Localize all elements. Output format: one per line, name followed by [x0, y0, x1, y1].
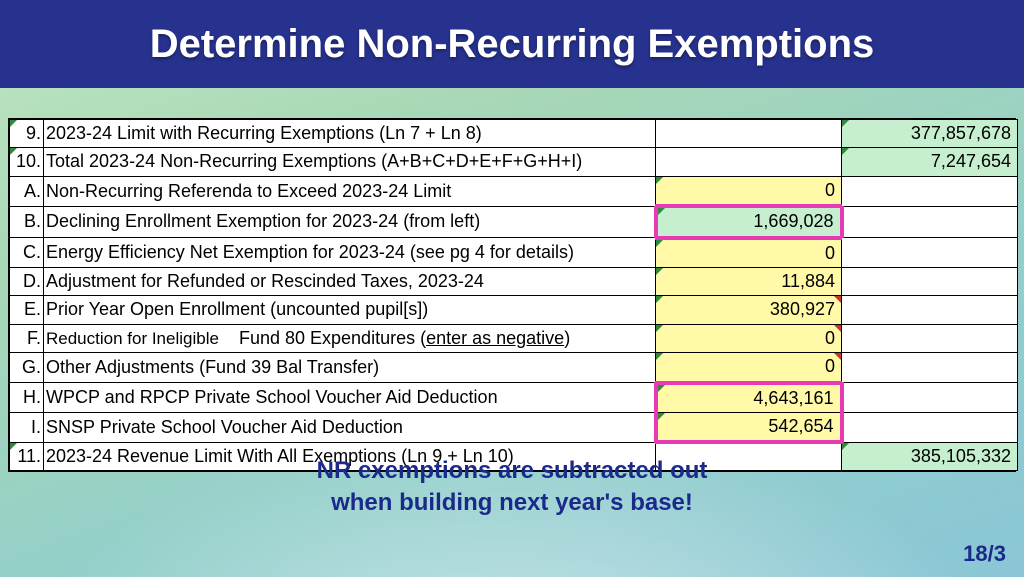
row-number: E. [10, 296, 44, 324]
row-val1: 0 [656, 353, 842, 383]
row-val2 [842, 176, 1018, 206]
slide: Determine Non-Recurring Exemptions 9. 20… [0, 0, 1024, 577]
row-desc: Adjustment for Refunded or Rescinded Tax… [44, 267, 656, 295]
row-desc: Prior Year Open Enrollment (uncounted pu… [44, 296, 656, 324]
table-row: H. WPCP and RPCP Private School Voucher … [10, 383, 1018, 413]
table-row: 10. Total 2023-24 Non-Recurring Exemptio… [10, 148, 1018, 176]
row-val2: 377,857,678 [842, 120, 1018, 148]
caption-line1: NR exemptions are subtracted out [0, 455, 1024, 487]
row-val1: 11,884 [656, 267, 842, 295]
table-row: D. Adjustment for Refunded or Rescinded … [10, 267, 1018, 295]
row-val2 [842, 296, 1018, 324]
slide-title: Determine Non-Recurring Exemptions [150, 22, 875, 67]
table-row: I. SNSP Private School Voucher Aid Deduc… [10, 412, 1018, 442]
row-val2: 7,247,654 [842, 148, 1018, 176]
row-val2 [842, 238, 1018, 268]
row-val1 [656, 148, 842, 176]
row-val2 [842, 267, 1018, 295]
row-desc: 2023-24 Limit with Recurring Exemptions … [44, 120, 656, 148]
row-desc: Declining Enrollment Exemption for 2023-… [44, 206, 656, 237]
exemptions-table: 9. 2023-24 Limit with Recurring Exemptio… [8, 118, 1016, 472]
caption: NR exemptions are subtracted out when bu… [0, 455, 1024, 520]
row-number: A. [10, 176, 44, 206]
caption-line2: when building next year's base! [0, 487, 1024, 519]
row-val2 [842, 412, 1018, 442]
row-val1: 1,669,028 [656, 206, 842, 237]
row-number: 10. [10, 148, 44, 176]
row-val1 [656, 120, 842, 148]
row-val1: 0 [656, 324, 842, 352]
row-val2 [842, 353, 1018, 383]
row-desc: Total 2023-24 Non-Recurring Exemptions (… [44, 148, 656, 176]
row-number: F. [10, 324, 44, 352]
row-val1: 542,654 [656, 412, 842, 442]
row-number: C. [10, 238, 44, 268]
row-val1: 4,643,161 [656, 383, 842, 413]
table-row: F. Reduction for Ineligible Fund 80 Expe… [10, 324, 1018, 352]
row-desc: Other Adjustments (Fund 39 Bal Transfer) [44, 353, 656, 383]
table-row: B. Declining Enrollment Exemption for 20… [10, 206, 1018, 237]
row-number: D. [10, 267, 44, 295]
table-row: G. Other Adjustments (Fund 39 Bal Transf… [10, 353, 1018, 383]
row-val2 [842, 324, 1018, 352]
row-number: 9. [10, 120, 44, 148]
row-val1: 0 [656, 176, 842, 206]
row-desc: Non-Recurring Referenda to Exceed 2023-2… [44, 176, 656, 206]
row-val1: 0 [656, 238, 842, 268]
row-val2 [842, 206, 1018, 237]
row-number: G. [10, 353, 44, 383]
row-desc: Reduction for Ineligible Fund 80 Expendi… [44, 324, 656, 352]
table-row: 9. 2023-24 Limit with Recurring Exemptio… [10, 120, 1018, 148]
table-row: C. Energy Efficiency Net Exemption for 2… [10, 238, 1018, 268]
page-number: 18/3 [963, 541, 1006, 567]
row-val1: 380,927 [656, 296, 842, 324]
table-row: A. Non-Recurring Referenda to Exceed 202… [10, 176, 1018, 206]
title-bar: Determine Non-Recurring Exemptions [0, 0, 1024, 88]
row-desc: WPCP and RPCP Private School Voucher Aid… [44, 383, 656, 413]
row-desc: SNSP Private School Voucher Aid Deductio… [44, 412, 656, 442]
row-number: I. [10, 412, 44, 442]
row-desc: Energy Efficiency Net Exemption for 2023… [44, 238, 656, 268]
row-val2 [842, 383, 1018, 413]
row-number: B. [10, 206, 44, 237]
table-row: E. Prior Year Open Enrollment (uncounted… [10, 296, 1018, 324]
row-number: H. [10, 383, 44, 413]
